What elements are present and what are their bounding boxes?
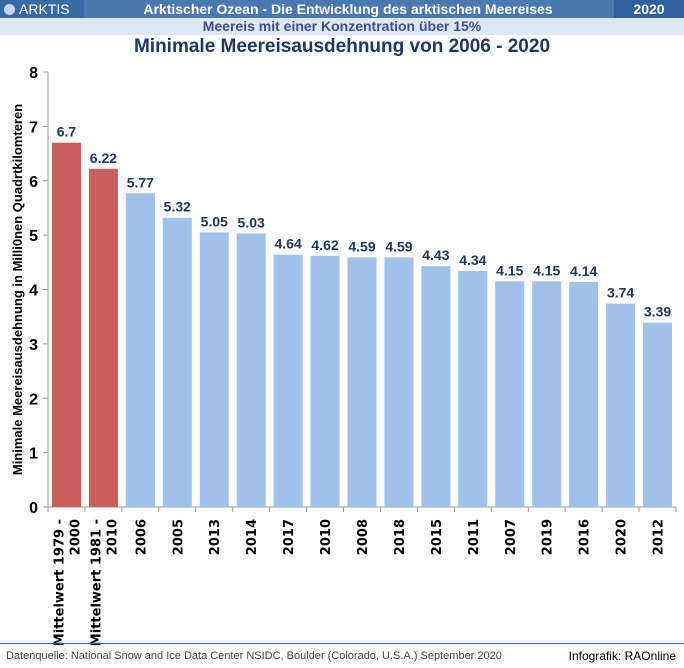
value-label: 4.62	[311, 237, 338, 253]
bar-15	[606, 303, 636, 507]
x-tick-label: 2015	[430, 519, 445, 555]
bar-11	[458, 271, 488, 507]
y-tick-label: 2	[29, 391, 38, 408]
footer: Datenquelle: National Snow and Ice Data …	[0, 643, 684, 668]
value-label: 5.77	[127, 174, 154, 190]
y-tick-label: 5	[29, 228, 38, 245]
x-tick-label: 2011	[467, 519, 482, 555]
x-tick-label: 2008	[356, 519, 371, 555]
bar-3	[162, 217, 192, 507]
value-label: 4.15	[496, 262, 523, 278]
y-tick-label: 1	[29, 446, 38, 463]
value-label: 5.32	[164, 199, 191, 215]
bar-4	[199, 232, 229, 507]
value-label: 5.03	[238, 214, 265, 230]
x-tick-label: 2017	[282, 519, 297, 555]
value-label: 4.59	[348, 238, 375, 254]
bar-10	[421, 266, 451, 507]
value-label: 4.34	[459, 252, 486, 268]
x-tick-label: Mittelwert 1981 -2010	[89, 519, 120, 646]
x-tick-label: 2007	[504, 519, 519, 555]
bar-14	[569, 281, 599, 507]
x-tick-label: 2020	[615, 519, 630, 555]
header-bar: ARKTIS Arktischer Ozean - Die Entwicklun…	[0, 0, 684, 18]
bar-6	[273, 254, 303, 507]
subtitle: Meereis mit einer Konzentration über 15%	[0, 18, 684, 35]
value-label: 4.14	[570, 263, 597, 279]
y-tick-label: 6	[29, 174, 38, 191]
bar-7	[310, 255, 340, 507]
bar-9	[384, 257, 414, 507]
x-tick-label: 2013	[208, 519, 223, 555]
value-label: 4.59	[385, 238, 412, 254]
y-tick-label: 4	[29, 283, 38, 300]
value-label: 4.15	[533, 262, 560, 278]
bar-12	[495, 281, 525, 507]
x-tick-label: 2018	[393, 519, 408, 555]
value-label: 5.05	[201, 213, 228, 229]
x-tick-label: 2014	[245, 519, 260, 555]
y-tick-label: 8	[29, 65, 38, 82]
logo-text: ARKTIS	[19, 1, 70, 17]
x-tick-label: 2005	[171, 519, 186, 555]
x-tick-label: 2006	[134, 519, 149, 555]
header-title: Arktischer Ozean - Die Entwicklung des a…	[143, 1, 553, 17]
credit: Infografik: RAOnline	[568, 649, 676, 663]
value-label: 3.74	[607, 285, 634, 301]
value-label: 4.43	[422, 247, 449, 263]
bar-5	[236, 233, 266, 507]
bar-0	[51, 142, 81, 507]
globe-icon	[4, 4, 15, 15]
bar-2	[125, 193, 155, 507]
bar-8	[347, 257, 377, 507]
x-tick-label: 2010	[319, 519, 334, 555]
logo: ARKTIS	[0, 0, 84, 18]
x-tick-label: Mittelwert 1979 -2000	[52, 519, 83, 646]
x-tick-label: 2012	[652, 519, 667, 555]
data-source: Datenquelle: National Snow and Ice Data …	[6, 650, 502, 662]
y-tick-label: 7	[29, 119, 38, 136]
value-label: 6.7	[57, 124, 77, 140]
y-tick-label: 3	[29, 337, 38, 354]
value-label: 3.39	[644, 304, 671, 320]
chart-title: Minimale Meereisausdehnung von 2006 - 20…	[133, 36, 551, 57]
y-tick-label: 0	[29, 500, 38, 517]
header-year: 2020	[614, 0, 684, 18]
x-tick-label: 2016	[578, 519, 593, 555]
x-tick-label: 2019	[541, 519, 556, 555]
bar-1	[88, 168, 118, 507]
value-label: 4.64	[274, 236, 301, 252]
value-label: 6.22	[90, 150, 117, 166]
bar-16	[643, 322, 673, 507]
y-axis-label: Minimale Meereisausdehnung in Milli0nen …	[10, 104, 25, 475]
bar-13	[532, 281, 562, 507]
